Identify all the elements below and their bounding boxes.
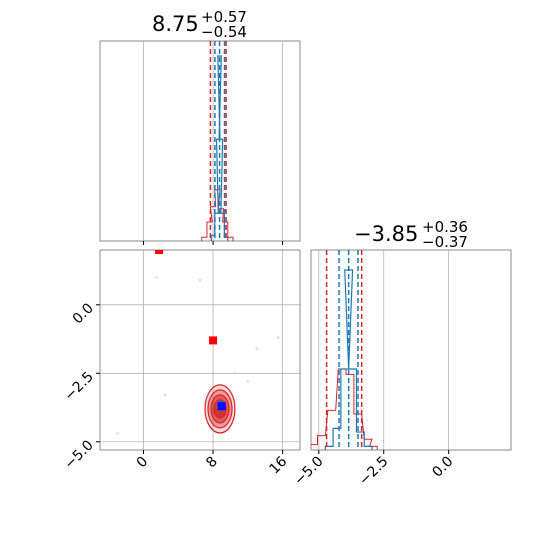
y-tick-label: −2.5: [61, 369, 96, 404]
panel-hist-y-grid: [318, 250, 450, 450]
sample-point: [246, 380, 250, 383]
sample-point: [233, 372, 236, 375]
title-param-1-value: 8.75: [152, 12, 199, 36]
sample-point: [255, 347, 258, 350]
y-tick-label: 0.0: [70, 300, 97, 327]
panel-hist-x-frame: [99, 40, 301, 242]
panel-joint-y-axis: −5.0 −2.5 0.0: [61, 300, 100, 473]
red-marker: [209, 336, 218, 345]
sample-point: [155, 276, 158, 279]
sample-point: [277, 336, 280, 339]
title-param-2: −3.85 +0.36 −0.37: [354, 218, 468, 251]
panel-hist-y-frame: [310, 249, 512, 451]
x-tick-label: 0.0: [429, 454, 456, 481]
panel-hist-y: −5.0 −2.5 0.0 −3.85 +0.36 −0.37: [291, 218, 512, 489]
y-tick-label: −5.0: [61, 437, 96, 472]
title-param-2-minus: −0.37: [422, 233, 468, 251]
sample-point: [164, 394, 167, 397]
panel-joint-grid: [100, 250, 300, 450]
x-tick-label: 0: [134, 454, 152, 472]
panel-joint-x-axis: 0 8 16: [134, 450, 291, 477]
red-marker: [155, 250, 164, 254]
panel-hist-x: 8.75 +0.57 −0.54: [99, 8, 301, 245]
panel-joint-frame: [99, 249, 301, 451]
title-param-2-value: −3.85: [354, 222, 418, 246]
sample-point: [198, 278, 202, 282]
panel-hist-y-x-axis: −5.0 −2.5 0.0: [291, 450, 456, 489]
title-param-1-minus: −0.54: [201, 23, 247, 41]
blue-marker: [217, 402, 226, 411]
title-param-1-plus: +0.57: [201, 8, 247, 26]
panel-hist-y-series: [311, 250, 378, 450]
hist-red-series: [311, 368, 378, 450]
panel-hist-x-grid: [142, 41, 284, 245]
x-tick-label: 8: [203, 454, 221, 472]
title-param-1: 8.75 +0.57 −0.54: [152, 8, 247, 41]
x-tick-label: 16: [267, 453, 291, 477]
panel-joint-series: [116, 250, 280, 435]
sample-point: [116, 432, 119, 435]
x-tick-label: −5.0: [291, 454, 326, 489]
x-tick-label: −2.5: [356, 454, 391, 489]
title-param-2-plus: +0.36: [422, 218, 468, 236]
panel-hist-x-series: [201, 41, 234, 241]
panel-joint: 0 8 16 −5.0 −2.5 0.0: [61, 249, 301, 477]
